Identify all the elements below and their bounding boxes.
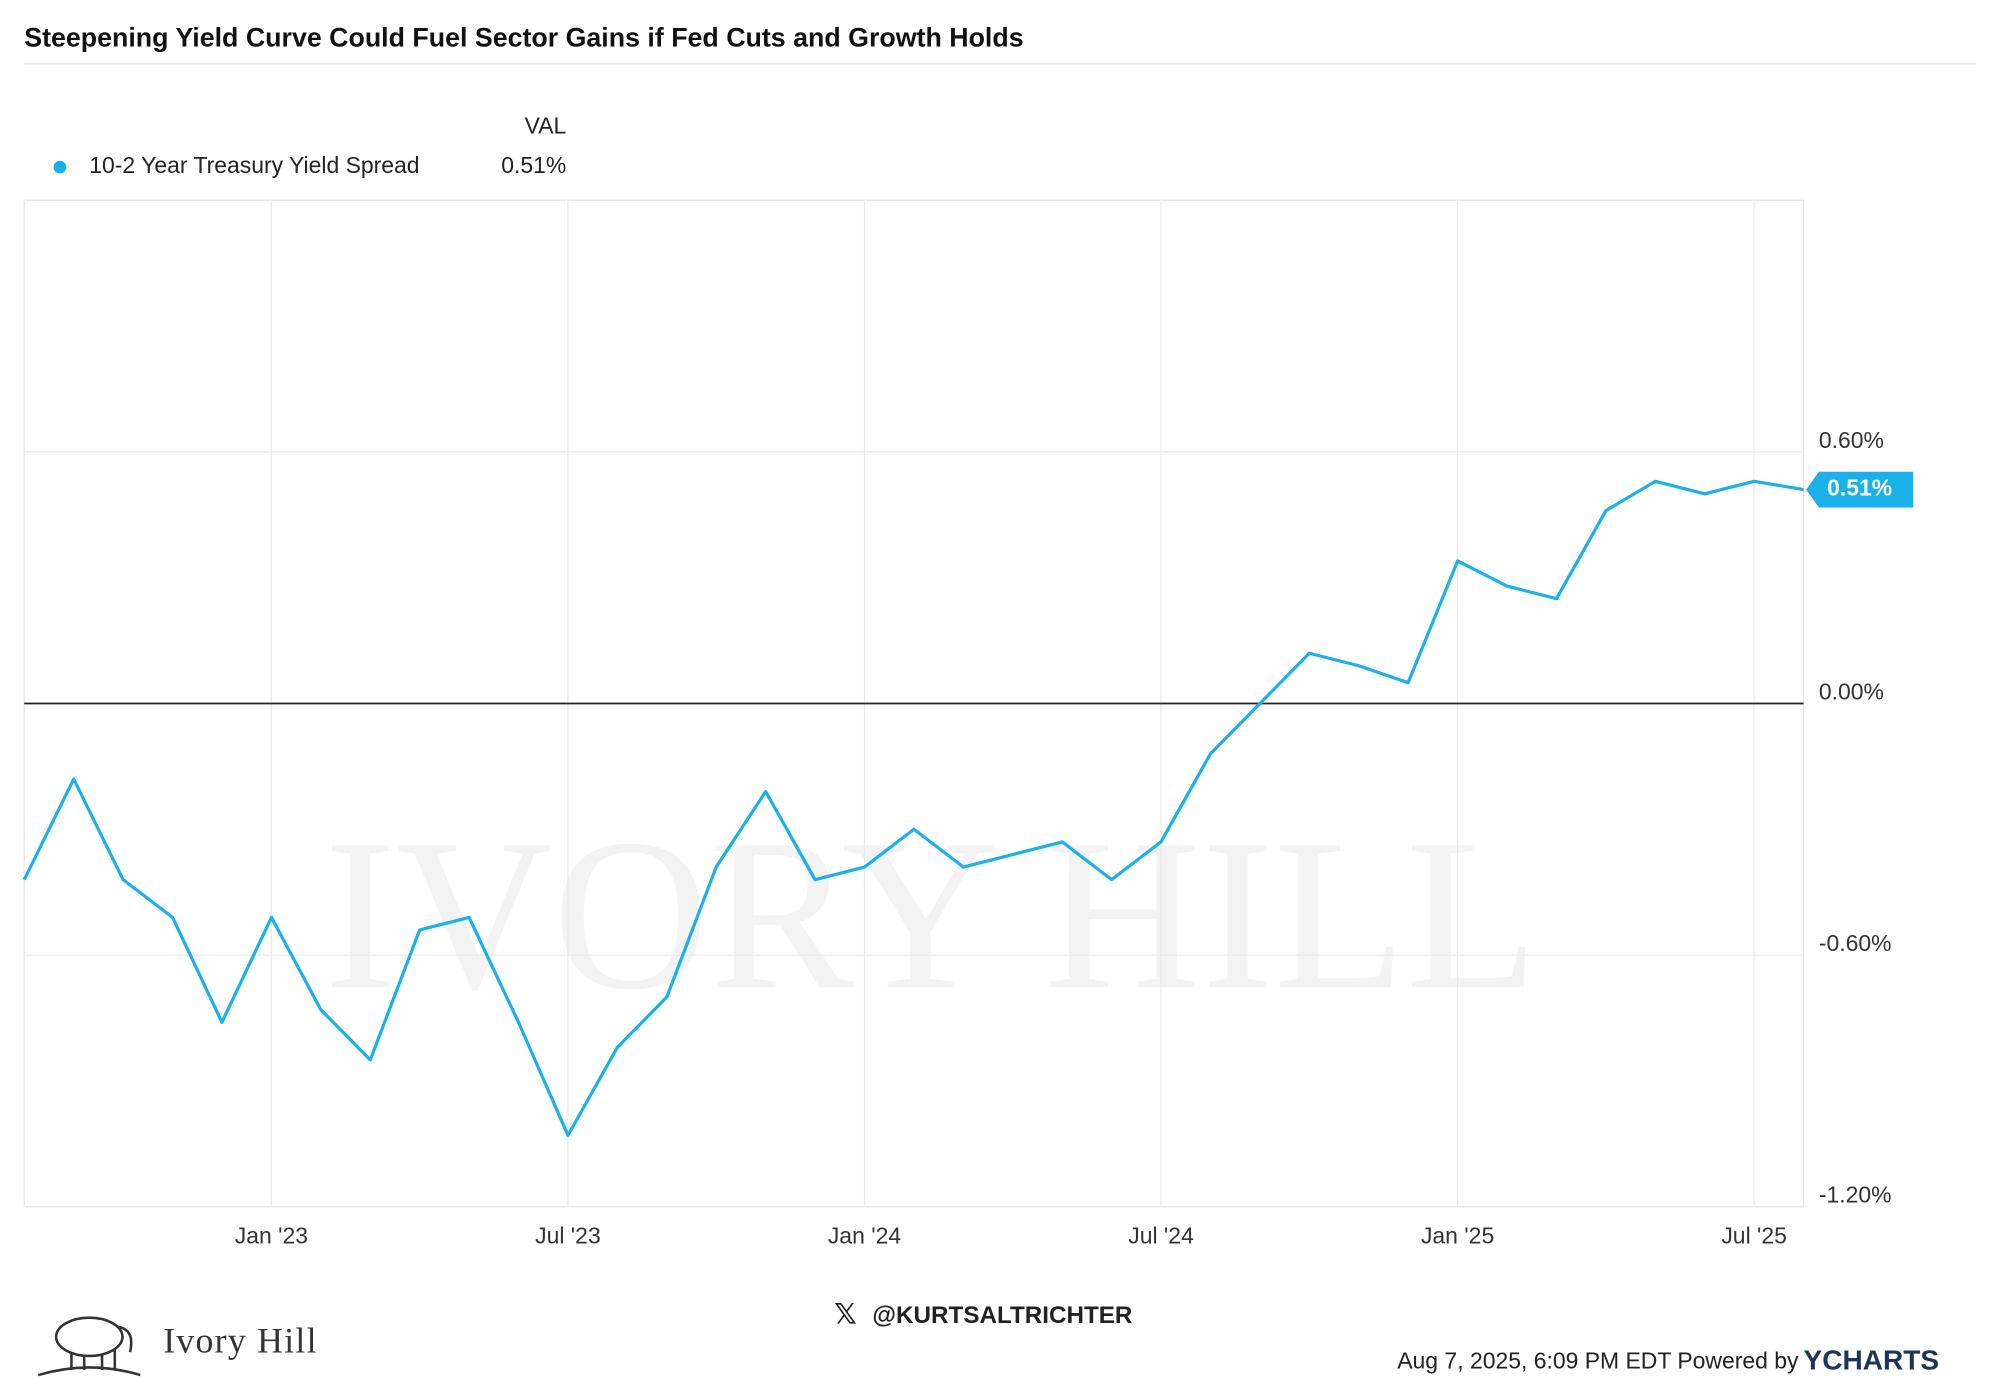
logo-elephant bbox=[54, 1316, 124, 1358]
y-tick-label: 0.60% bbox=[1819, 427, 1884, 453]
x-tick-label: Jan '24 bbox=[828, 1222, 901, 1248]
legend-value: 0.51% bbox=[501, 152, 566, 178]
series-line bbox=[22, 479, 1804, 1137]
brand-name: Ivory Hill bbox=[163, 1321, 318, 1361]
x-tick-label: Jul '25 bbox=[1721, 1222, 1787, 1248]
x-logo: 𝕏 bbox=[834, 1299, 857, 1330]
plot-area: Jan '23 Jul '23 Jan '24 Jul '24 Jan '25 Jul '… bbox=[22, 199, 1914, 1248]
brand-logo: Ivory Hill bbox=[37, 1316, 318, 1377]
timestamp: Aug 7, 2025, 6:09 PM EDT Powered by bbox=[1397, 1347, 1799, 1373]
legend-label: 10-2 Year Treasury Yield Spread bbox=[89, 152, 419, 178]
last-value-label: 0.51% bbox=[1827, 475, 1892, 501]
source-logo: YCHARTS bbox=[1804, 1345, 1940, 1376]
y-tick-label: 0.00% bbox=[1819, 678, 1884, 704]
chart-title: Steepening Yield Curve Could Fuel Sector… bbox=[24, 23, 1023, 53]
legend-marker bbox=[53, 160, 67, 174]
legend-header: VAL bbox=[525, 113, 567, 139]
y-tick-label: -0.60% bbox=[1819, 930, 1892, 956]
x-tick-label: Jan '25 bbox=[1421, 1222, 1494, 1248]
x-tick-label: Jul '23 bbox=[535, 1222, 601, 1248]
x-tick-label: Jul '24 bbox=[1128, 1222, 1194, 1248]
last-value-tag bbox=[1806, 471, 1914, 508]
x-tick-label: Jan '23 bbox=[235, 1222, 308, 1248]
y-tick-label: -1.20% bbox=[1819, 1182, 1892, 1208]
logo-lines bbox=[37, 1325, 141, 1377]
watermark: IVORY HILL bbox=[324, 794, 1538, 1034]
handle: @KURTSALTRICHTER bbox=[872, 1302, 1132, 1329]
